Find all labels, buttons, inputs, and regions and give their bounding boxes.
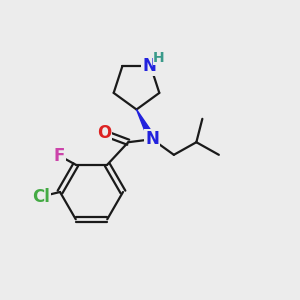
Text: F: F	[54, 147, 65, 165]
Text: N: N	[142, 57, 156, 75]
Text: Cl: Cl	[32, 188, 50, 206]
Polygon shape	[136, 110, 156, 141]
Text: H: H	[153, 51, 165, 65]
Text: O: O	[97, 124, 111, 142]
Text: N: N	[145, 130, 159, 148]
